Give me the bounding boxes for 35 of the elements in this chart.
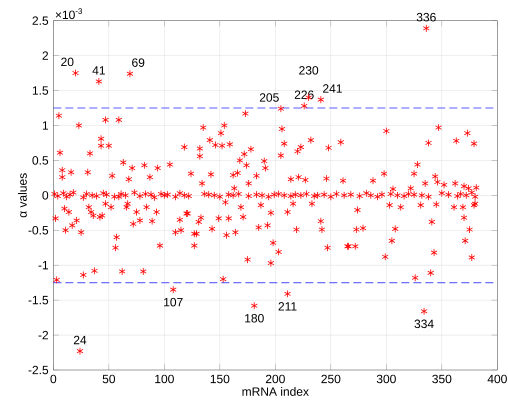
annotation: 211 xyxy=(278,302,297,310)
annotation: 205 xyxy=(260,93,279,102)
x-axis-title: mRNA index xyxy=(242,387,309,396)
y-tick-label: -2.5 xyxy=(28,366,48,374)
x-tick-label: 200 xyxy=(266,374,285,384)
x-tick-label: 100 xyxy=(155,374,174,384)
y-tick-label: 1.5 xyxy=(32,86,48,95)
annotation: 241 xyxy=(323,84,342,93)
x-tick-label: 250 xyxy=(321,374,340,384)
x-tick-label: 400 xyxy=(488,374,507,384)
x-tick-label: 0 xyxy=(50,374,56,384)
annotation: 230 xyxy=(299,66,318,75)
y-tick-label: -1 xyxy=(38,261,48,270)
annotation: 24 xyxy=(74,336,86,344)
y-tick-label: -1.5 xyxy=(28,296,48,304)
y-tick-label: 0 xyxy=(42,191,48,200)
y-tick-label: -0.5 xyxy=(28,226,48,235)
annotation: 41 xyxy=(92,66,105,75)
y-tick-label: 1 xyxy=(42,121,48,130)
annotation: 336 xyxy=(416,12,436,22)
annotation: 180 xyxy=(245,314,264,322)
annotation: 20 xyxy=(61,58,74,66)
annotation: 107 xyxy=(164,298,183,306)
x-tick-label: 300 xyxy=(376,374,396,384)
annotation: 334 xyxy=(414,320,434,328)
annotation: 69 xyxy=(132,58,144,67)
y-tick-label: 0.5 xyxy=(32,156,48,165)
y-tick-label: 2.5 xyxy=(32,16,48,25)
x-tick-label: 350 xyxy=(432,374,452,384)
y-tick-label: -2 xyxy=(38,330,48,340)
y-axis-title: α values xyxy=(18,173,27,218)
text: ×10$^{-3}$ xyxy=(56,8,82,20)
x-tick-label: 50 xyxy=(102,374,116,384)
x-tick-label: 150 xyxy=(210,374,230,384)
y-tick-label: 2 xyxy=(42,51,48,60)
